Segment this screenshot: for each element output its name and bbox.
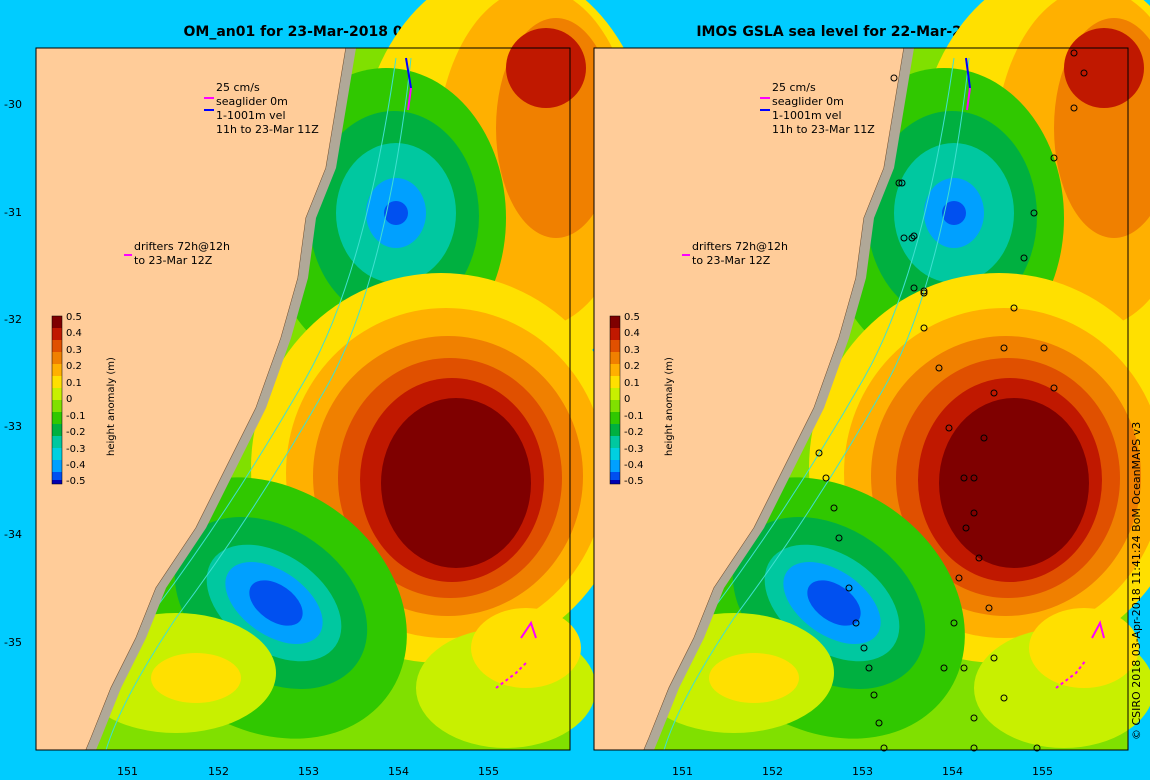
legend-time: 11h to 23-Mar 11Z <box>216 123 319 136</box>
legend-time: 11h to 23-Mar 11Z <box>772 123 875 136</box>
cbar-tick: -0.5 <box>624 476 644 487</box>
cbar-tick: 0 <box>66 394 72 405</box>
left-lat-axis: -30 -31 -32 -33 -34 -35 <box>4 98 22 649</box>
lat-tick: -33 <box>4 420 22 433</box>
lon-tick: 153 <box>852 765 873 778</box>
lon-tick: 152 <box>208 765 229 778</box>
lat-tick: -30 <box>4 98 22 111</box>
legend-speed: 25 cm/s <box>772 81 816 94</box>
cbar-tick: -0.2 <box>66 427 86 438</box>
legend-seaglider: seaglider 0m <box>772 95 844 108</box>
drifter-track <box>1091 620 1105 639</box>
cbar-tick: -0.1 <box>624 411 644 422</box>
legend-vel: 1-1001m vel <box>772 109 842 122</box>
lon-tick: 155 <box>478 765 499 778</box>
right-panel-title: IMOS GSLA sea level for 22-Mar-2018 12Z <box>696 24 1026 40</box>
seaglider-arrow <box>407 87 412 111</box>
altimeter-points <box>815 49 1088 752</box>
cbar-tick: -0.1 <box>66 411 86 422</box>
right-map: 25 cm/s seaglider 0m 1-1001m vel 11h to … <box>593 0 1150 780</box>
right-lon-axis: 151 152 153 154 155 <box>672 765 1053 778</box>
drifters-line2: to 23-Mar 12Z <box>134 254 213 267</box>
cbar-tick: 0.3 <box>624 345 640 356</box>
cbar-tick: 0.3 <box>66 345 82 356</box>
seaglider-arrow <box>966 87 971 111</box>
drifters-line1: drifters 72h@12h <box>134 240 230 253</box>
drifter-track <box>495 662 527 689</box>
cbar-tick: -0.3 <box>624 444 644 455</box>
cbar-label: height anomaly (m) <box>106 357 117 456</box>
cbar-tick: -0.4 <box>66 460 86 471</box>
cbar-tick: -0.3 <box>66 444 86 455</box>
drifter-track <box>520 620 537 639</box>
cbar-tick: 0.2 <box>624 361 640 372</box>
lon-tick: 151 <box>672 765 693 778</box>
left-map: 25 cm/s seaglider 0m 1-1001m vel 11h to … <box>35 0 657 780</box>
lat-tick: -31 <box>4 206 22 219</box>
cbar-tick: -0.5 <box>66 476 86 487</box>
colorbar: 0.5 0.4 0.3 0.2 0.1 0 -0.1 -0.2 -0.3 -0.… <box>609 312 675 487</box>
cbar-tick: 0.2 <box>66 361 82 372</box>
lon-tick: 154 <box>942 765 963 778</box>
lon-tick: 155 <box>1032 765 1053 778</box>
legend-speed: 25 cm/s <box>216 81 260 94</box>
cbar-tick: 0.5 <box>66 312 82 323</box>
cbar-tick: 0.1 <box>66 378 82 389</box>
credit-text: © CSIRO 2018 03-Apr-2018 11:41:24 BoM Oc… <box>1130 421 1143 740</box>
lon-tick: 151 <box>117 765 138 778</box>
lon-tick: 154 <box>388 765 409 778</box>
legend: 25 cm/s seaglider 0m 1-1001m vel 11h to … <box>204 81 319 136</box>
cbar-tick: -0.4 <box>624 460 644 471</box>
lon-tick: 153 <box>298 765 319 778</box>
cbar-tick: 0 <box>624 394 630 405</box>
velocity-arrow <box>965 57 971 89</box>
left-panel-title: OM_an01 for 23-Mar-2018 00Z <box>183 24 423 40</box>
legend: 25 cm/s seaglider 0m 1-1001m vel 11h to … <box>760 81 875 136</box>
lat-tick: -32 <box>4 313 22 326</box>
cbar-tick: -0.2 <box>624 427 644 438</box>
drifters-legend: drifters 72h@12h to 23-Mar 12Z <box>124 240 230 267</box>
left-lon-axis: 151 152 153 154 155 <box>117 765 499 778</box>
legend-vel: 1-1001m vel <box>216 109 286 122</box>
drifters-legend: drifters 72h@12h to 23-Mar 12Z <box>682 240 788 267</box>
drifters-line1: drifters 72h@12h <box>692 240 788 253</box>
cbar-label: height anomaly (m) <box>664 357 675 456</box>
lon-tick: 152 <box>762 765 783 778</box>
drifters-line2: to 23-Mar 12Z <box>692 254 771 267</box>
velocity-arrow <box>405 57 412 89</box>
lat-tick: -34 <box>4 528 22 541</box>
drifter-track <box>1055 659 1087 689</box>
colorbar: 0.5 0.4 0.3 0.2 0.1 0 -0.1 -0.2 -0.3 -0.… <box>51 312 117 487</box>
cbar-tick: 0.1 <box>624 378 640 389</box>
legend-seaglider: seaglider 0m <box>216 95 288 108</box>
cbar-tick: 0.4 <box>624 328 640 339</box>
cbar-tick: 0.4 <box>66 328 82 339</box>
lat-tick: -35 <box>4 636 22 649</box>
cbar-tick: 0.5 <box>624 312 640 323</box>
